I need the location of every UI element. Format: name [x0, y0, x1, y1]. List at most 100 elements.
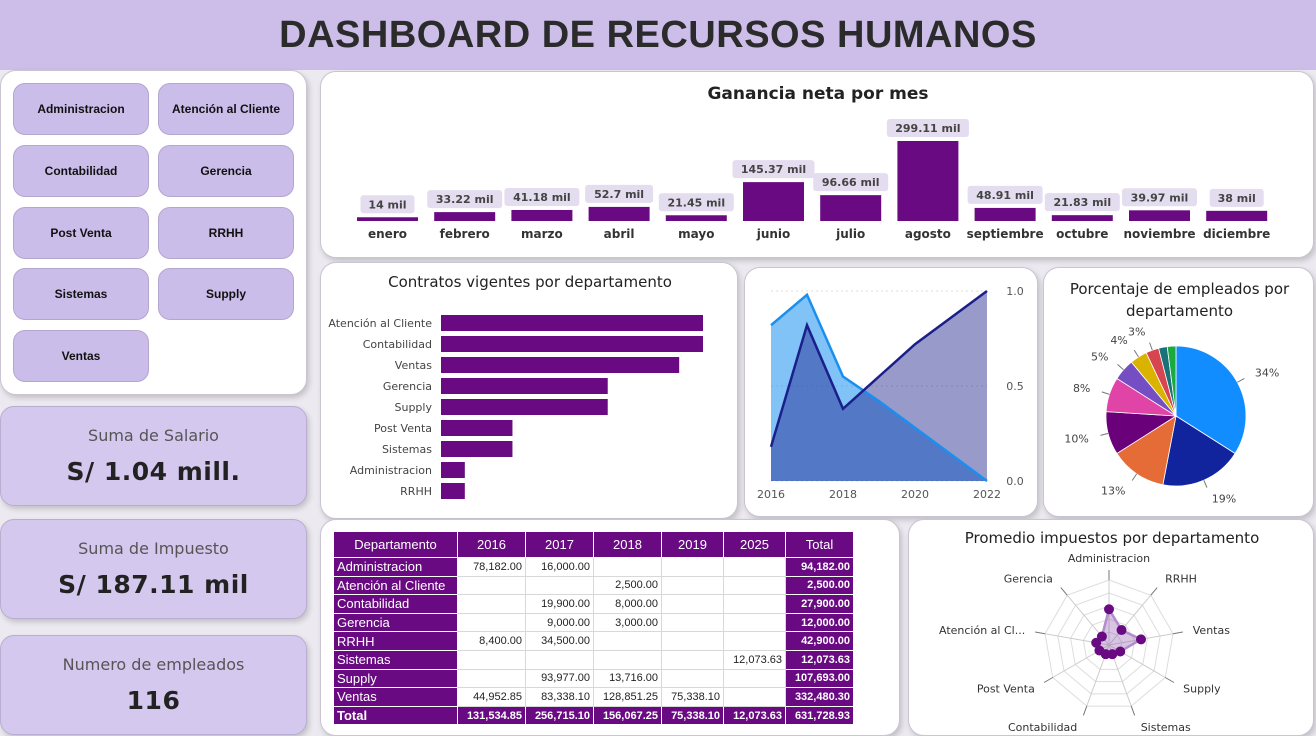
radar-leader-line — [1035, 631, 1046, 635]
month-bar — [1051, 215, 1113, 221]
column-header[interactable]: Departamento — [333, 531, 458, 558]
radar-grid-ring — [1082, 618, 1136, 670]
x-tick-label: 2018 — [829, 488, 857, 501]
dashboard-header: DASHBOARD DE RECURSOS HUMANOS — [0, 0, 1316, 70]
table-cell: 93,977.00 — [525, 668, 594, 689]
area-series-line — [769, 289, 988, 448]
row-total-cell: 2,500.00 — [785, 575, 854, 596]
contract-bar — [441, 357, 680, 373]
area-fill — [771, 291, 987, 481]
table-cell — [525, 649, 594, 670]
row-total-cell: 27,900.00 — [785, 594, 854, 614]
column-header[interactable]: 2019 — [661, 531, 724, 558]
table-cell — [593, 557, 662, 577]
slicer-button-atencion-al-cliente[interactable]: Atención al Cliente — [158, 83, 294, 135]
month-bar — [820, 195, 882, 221]
contracts-chart-card: Contratos vigentes por departamento Aten… — [320, 262, 738, 519]
month-tick-label: enero — [368, 227, 407, 241]
kpi-card-salario: Suma de Salario S/ 1.04 mill. — [0, 406, 307, 506]
table-row: Sistemas 12,073.63 12,073.63 — [333, 649, 854, 670]
table-cell — [661, 612, 724, 633]
radar-leader-line — [1150, 587, 1158, 596]
table-cell — [593, 649, 662, 670]
table-cell — [661, 649, 724, 670]
data-label-bg — [886, 119, 969, 137]
y-tick-label: 1.0 — [1006, 285, 1024, 298]
slicer-button-rrhh[interactable]: RRHH — [158, 207, 294, 259]
column-header[interactable]: 2018 — [593, 531, 662, 558]
table-cell: 75,338.10 — [661, 687, 724, 707]
y-tick-label: 0.5 — [1006, 380, 1024, 393]
y-tick-label: 0.0 — [1006, 475, 1024, 488]
table-cell: 3,000.00 — [593, 612, 662, 633]
slice-leader-line — [1117, 364, 1124, 371]
table-cell: 83,338.10 — [525, 687, 594, 707]
department-slicer: Administracion Atención al Cliente Conta… — [0, 70, 307, 395]
row-total-cell: 631,728.93 — [785, 705, 854, 726]
kpi-value: S/ 187.11 mil — [58, 570, 249, 599]
slicer-button-post-venta[interactable]: Post Venta — [13, 207, 149, 259]
category-tick-label: Ventas — [395, 359, 432, 372]
radar-axis — [1108, 594, 1152, 646]
month-bar — [665, 215, 727, 221]
data-label-bg — [1209, 188, 1264, 207]
slice-data-label: 34% — [1255, 367, 1279, 380]
table-cell — [457, 575, 526, 596]
slicer-button-contabilidad[interactable]: Contabilidad — [13, 145, 149, 197]
month-tick-label: diciembre — [1203, 227, 1270, 241]
column-header[interactable]: Total — [785, 531, 854, 558]
month-bar — [434, 212, 496, 221]
row-total-cell: 42,900.00 — [785, 631, 854, 651]
row-total-cell: 107,693.00 — [785, 668, 854, 689]
table-cell — [723, 668, 786, 689]
table-cell: 128,851.25 — [593, 687, 662, 707]
category-tick-label: Gerencia — [383, 380, 432, 393]
column-header[interactable]: 2017 — [525, 531, 594, 558]
month-bar — [1206, 210, 1268, 221]
month-bar — [511, 209, 573, 221]
data-label: 33.22 mil — [436, 193, 494, 206]
data-label: 48.91 mil — [976, 189, 1034, 202]
column-header[interactable]: 2025 — [723, 531, 786, 558]
kpi-card-impuesto: Suma de Impuesto S/ 187.11 mil — [0, 519, 307, 619]
data-label: 21.83 mil — [1053, 196, 1111, 209]
slicer-button-supply[interactable]: Supply — [158, 268, 294, 320]
data-label-bg — [813, 173, 889, 192]
table-row: Supply 93,977.00 13,716.00 107,693.00 — [333, 668, 854, 689]
data-label-bg — [585, 184, 654, 203]
contract-bar — [441, 315, 703, 331]
slicer-button-administracion[interactable]: Administracion — [13, 83, 149, 135]
slicer-button-gerencia[interactable]: Gerencia — [158, 145, 294, 197]
data-label: 39.97 mil — [1131, 191, 1189, 204]
table-cell: 19,900.00 — [525, 594, 594, 614]
data-label-bg — [658, 193, 734, 212]
matrix-header-row: Departamento 2016 2017 2018 2019 2025 Total — [333, 531, 854, 558]
slice-data-label: 19% — [1212, 493, 1236, 506]
column-header[interactable]: 2016 — [457, 531, 526, 558]
data-label: 14 mil — [368, 198, 406, 211]
month-bar — [357, 217, 418, 221]
table-cell: 13,716.00 — [593, 668, 662, 689]
category-tick-label: Atención al Cliente — [328, 317, 432, 330]
table-cell — [661, 594, 724, 614]
slice-leader-line — [1237, 377, 1245, 383]
radar-category-label: Post Venta — [977, 683, 1035, 696]
table-cell — [723, 575, 786, 596]
month-tick-label: febrero — [440, 227, 490, 241]
area-chart-card: 1.0 0.5 0.0 2016 2018 2020 2022 — [744, 267, 1038, 517]
kpi-label: Suma de Salario — [88, 426, 219, 445]
slice-data-label: 3% — [1128, 325, 1145, 338]
table-cell — [661, 668, 724, 689]
month-bar — [588, 206, 650, 221]
table-cell — [457, 612, 526, 633]
table-row: Gerencia 9,000.00 3,000.00 12,000.00 — [333, 612, 854, 633]
contract-bar — [441, 441, 513, 457]
radar-grid-ring — [1070, 605, 1148, 683]
radar-point — [1115, 646, 1126, 657]
slicer-button-ventas[interactable]: Ventas — [13, 330, 149, 382]
tax-matrix-table: Departamento 2016 2017 2018 2019 2025 Total Ad… — [333, 531, 854, 726]
slicer-button-sistemas[interactable]: Sistemas — [13, 268, 149, 320]
radar-point — [1116, 625, 1127, 636]
row-header-cell: Total — [333, 705, 458, 726]
slice-data-label: 4% — [1110, 334, 1127, 347]
